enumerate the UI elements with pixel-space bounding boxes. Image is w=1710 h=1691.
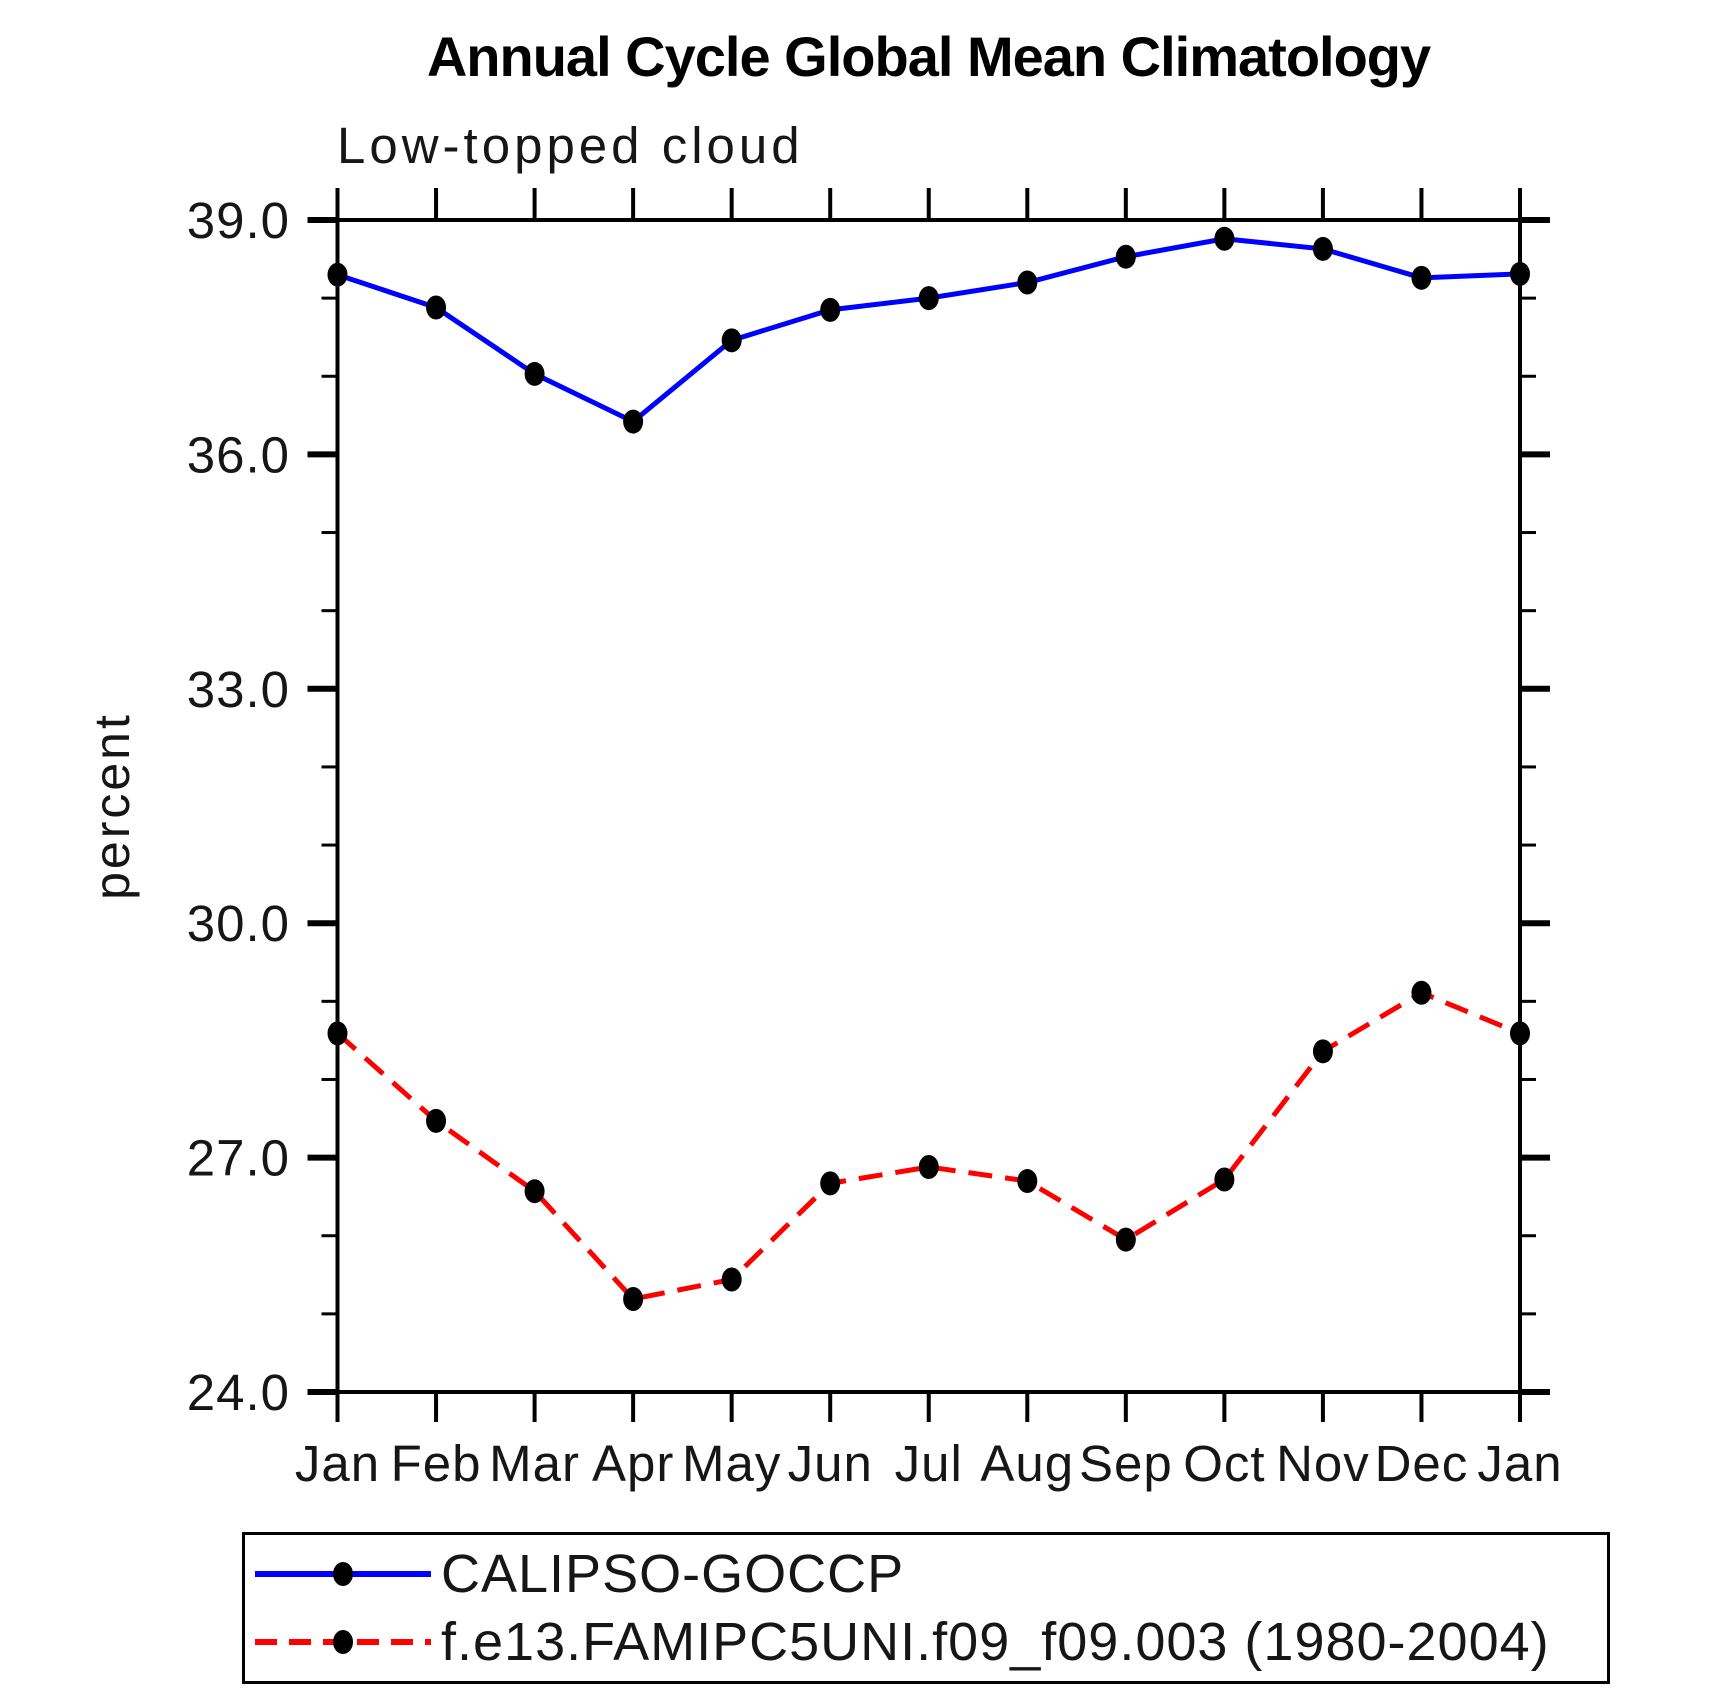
series-1-marker [1115, 1227, 1136, 1252]
x-tick-label: Apr [592, 1435, 674, 1492]
y-tick-label: 39.0 [187, 192, 290, 249]
series-0-marker [1510, 261, 1530, 286]
series-0-marker [426, 295, 447, 320]
legend-label-model-run: f.e13.FAMIPC5UNI.f09_f09.003 (1980-2004) [441, 1612, 1550, 1672]
series-1-marker [1510, 1021, 1530, 1046]
legend-marker-dot-icon [333, 1562, 353, 1586]
series-1-marker [918, 1154, 939, 1179]
legend-line-sample-solid [255, 1562, 431, 1586]
x-tick-label: Nov [1276, 1435, 1370, 1492]
x-tick-label: Jan [295, 1435, 380, 1492]
series-line-0 [336, 236, 1521, 425]
legend-label-calipso-goccp: CALIPSO-GOCCP [441, 1544, 905, 1604]
series-0-marker [1115, 244, 1136, 269]
legend-line-sample-dashed [255, 1630, 431, 1654]
x-tick-label: Jun [788, 1435, 873, 1492]
series-1-marker [524, 1179, 545, 1204]
x-tick-label: Jul [895, 1435, 963, 1492]
legend-item-calipso-goccp: CALIPSO-GOCCP [251, 1544, 1607, 1604]
x-tick-label: Dec [1375, 1435, 1469, 1492]
series-1-marker [1411, 980, 1432, 1005]
series-0-marker [524, 361, 545, 386]
x-tick-label: May [682, 1435, 781, 1492]
series-0-marker [721, 328, 742, 353]
y-tick-label: 36.0 [187, 426, 290, 483]
x-tick-label: Sep [1079, 1435, 1173, 1492]
series-1-marker [1312, 1039, 1333, 1064]
series-1-marker [327, 1021, 348, 1046]
series-1-marker [426, 1108, 447, 1133]
series-0-marker [1312, 236, 1333, 261]
y-tick-label: 24.0 [187, 1364, 290, 1421]
x-tick-label: Aug [980, 1435, 1074, 1492]
series-0-marker [918, 286, 939, 311]
axis-frame [335, 218, 1522, 1394]
series-0-marker [1214, 226, 1235, 251]
series-0-marker [820, 297, 841, 322]
series-1-marker [1017, 1169, 1038, 1194]
legend: CALIPSO-GOCCP f.e13.FAMIPC5UNI.f09_f09.0… [242, 1532, 1610, 1684]
series-0-marker [623, 409, 644, 434]
chart-subtitle: Low-topped cloud [337, 117, 804, 174]
series-line-1 [335, 989, 1521, 1302]
x-tick-label: Feb [391, 1435, 482, 1492]
y-tick-label: 33.0 [187, 661, 290, 718]
series-0-marker [1411, 265, 1432, 290]
x-tick-label: Jan [1477, 1435, 1562, 1492]
legend-item-model-run: f.e13.FAMIPC5UNI.f09_f09.003 (1980-2004) [251, 1612, 1607, 1672]
series-0-marker [1017, 270, 1038, 295]
y-tick-label: 27.0 [187, 1130, 290, 1187]
series-0-marker [327, 262, 348, 287]
legend-marker-dot-icon [333, 1630, 353, 1654]
y-tick-label: 30.0 [187, 895, 290, 952]
series-1-marker [1214, 1167, 1235, 1192]
series-1-marker [721, 1267, 742, 1292]
series-1-marker [820, 1171, 841, 1196]
x-tick-label: Mar [489, 1435, 580, 1492]
x-tick-label: Oct [1183, 1435, 1265, 1492]
chart-title: Annual Cycle Global Mean Climatology [426, 25, 1431, 88]
series-1-marker [623, 1287, 644, 1312]
